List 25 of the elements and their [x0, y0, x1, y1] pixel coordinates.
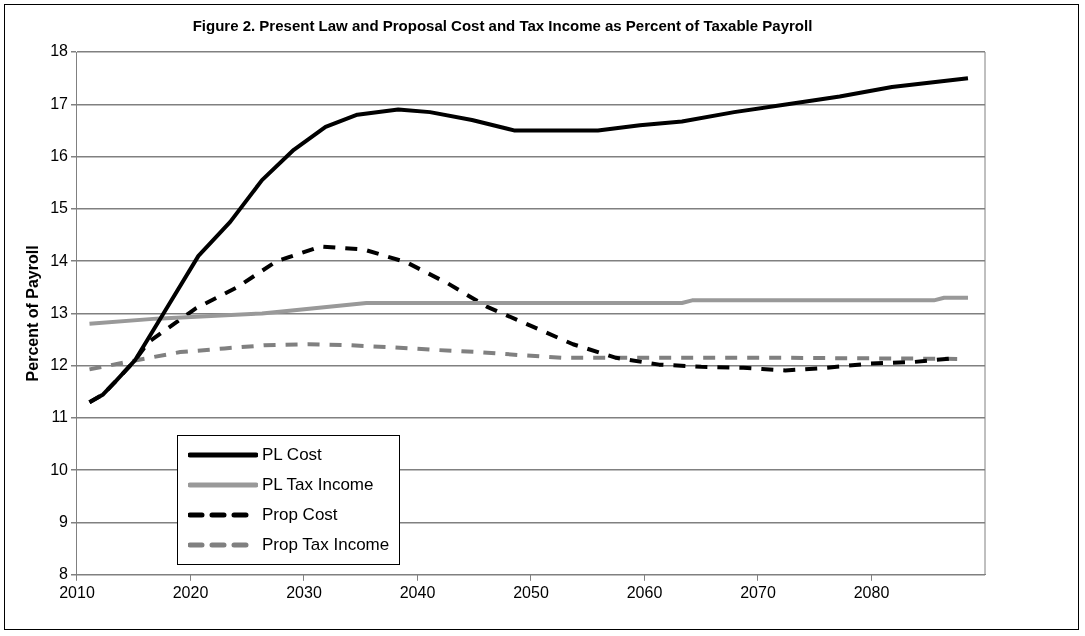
y-tick-label: 18 — [50, 42, 69, 60]
y-tick-label: 8 — [59, 565, 69, 583]
y-tick-label: 11 — [51, 408, 69, 426]
y-tick-label: 17 — [50, 94, 69, 112]
legend-label: PL Tax Income — [261, 474, 374, 495]
x-tick-label: 2030 — [286, 583, 322, 601]
x-tick-label: 2010 — [59, 583, 95, 601]
x-tick-label: 2040 — [399, 583, 436, 601]
y-tick-label: 15 — [50, 199, 69, 217]
chart-title: Figure 2. Present Law and Proposal Cost and Tax Income as Percent of Taxable Payroll — [192, 17, 813, 35]
y-tick-label: 16 — [50, 146, 69, 164]
x-tick-label: 2020 — [172, 583, 209, 601]
legend-label: Prop Cost — [261, 504, 338, 525]
x-tick-label: 2060 — [626, 583, 663, 601]
y-axis-title: Percent of Payroll — [24, 245, 42, 382]
y-tick-label: 12 — [50, 356, 69, 374]
x-tick-label: 2070 — [740, 583, 776, 601]
x-tick-label: 2080 — [853, 583, 890, 601]
legend-label: PL Cost — [261, 444, 322, 465]
y-tick-label: 14 — [50, 251, 69, 269]
x-tick-label: 2050 — [513, 583, 549, 601]
y-tick-label: 9 — [59, 512, 69, 530]
legend-label: Prop Tax Income — [261, 534, 390, 555]
y-tick-label: 10 — [50, 460, 69, 478]
y-tick-label: 13 — [50, 303, 69, 321]
